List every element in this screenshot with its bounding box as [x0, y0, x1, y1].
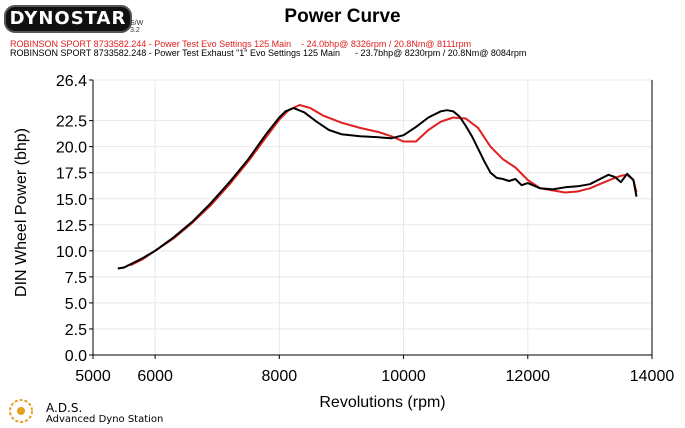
logo-suffix: S/W 3.2: [130, 20, 144, 34]
y-tick-label: 7.5: [65, 270, 87, 287]
footer-name: Advanced Dyno Station: [46, 414, 164, 425]
series-line-1: [129, 104, 638, 267]
dynostar-logo: DYNOSTAR S/W 3.2: [4, 5, 154, 35]
x-tick-label: 5000: [75, 368, 111, 385]
x-tick-label: 8000: [262, 368, 298, 385]
y-tick-label: 17.5: [56, 166, 87, 183]
run-1-legend: ROBINSON SPORT 8733582.244 - Power Test …: [10, 39, 472, 49]
y-tick-label: 15.0: [56, 192, 87, 209]
y-tick-label: 10.0: [56, 244, 87, 261]
series-line-2: [117, 107, 638, 270]
run-2-legend: ROBINSON SPORT 8733582.248 - Power Test …: [10, 48, 527, 58]
footer-ads: A.D.S.: [46, 401, 83, 415]
y-tick-label: 20.0: [56, 140, 87, 157]
y-tick-label: 2.5: [65, 322, 87, 339]
x-tick-label: 14000: [630, 368, 675, 385]
x-tick-label: 6000: [137, 368, 173, 385]
x-axis-label: Revolutions (rpm): [319, 394, 445, 411]
y-axis-label: DIN Wheel Power (bhp): [13, 128, 30, 297]
y-tick-label: 26.4: [56, 73, 87, 90]
chart-title: Power Curve: [284, 6, 401, 27]
x-tick-label: 10000: [381, 368, 426, 385]
logo-text: DYNOSTAR: [4, 5, 132, 33]
x-tick-label: 12000: [506, 368, 551, 385]
y-tick-label: 12.5: [56, 218, 87, 235]
ads-logo-icon: [9, 399, 33, 423]
y-tick-label: 5.0: [65, 296, 87, 313]
y-tick-label: 0.0: [65, 348, 87, 365]
y-tick-label: 22.5: [56, 114, 87, 131]
